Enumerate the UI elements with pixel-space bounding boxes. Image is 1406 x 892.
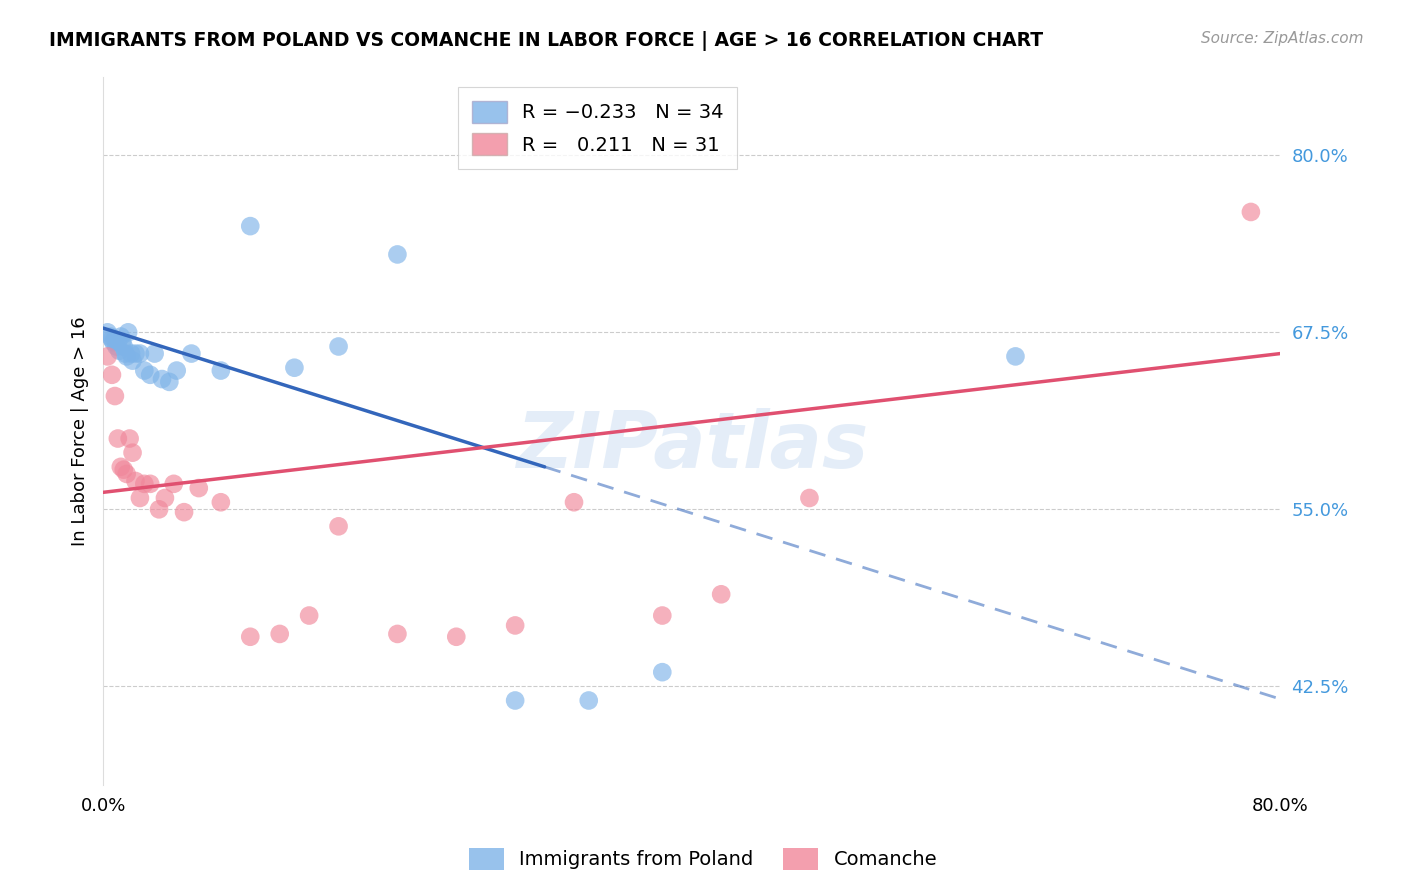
Point [96, 326, 118, 340]
Point [143, 346, 166, 360]
Point [112, 463, 135, 477]
Point [121, 445, 143, 459]
Text: IMMIGRANTS FROM POLAND VS COMANCHE IN LABOR FORCE | AGE > 16 CORRELATION CHART: IMMIGRANTS FROM POLAND VS COMANCHE IN LA… [49, 31, 1043, 51]
Point [269, 627, 291, 641]
Point [150, 372, 173, 386]
Point [148, 502, 170, 516]
Point [166, 363, 188, 377]
Point [387, 627, 409, 641]
Text: Source: ZipAtlas.com: Source: ZipAtlas.com [1201, 31, 1364, 46]
Point [107, 335, 129, 350]
Point [239, 219, 262, 233]
Point [115, 467, 138, 481]
Point [111, 335, 134, 350]
Point [799, 491, 821, 505]
Point [124, 474, 146, 488]
Point [153, 491, 176, 505]
Point [446, 630, 468, 644]
Point [139, 476, 162, 491]
Y-axis label: In Labor Force | Age > 16: In Labor Force | Age > 16 [72, 317, 89, 546]
Point [283, 360, 305, 375]
Point [96, 350, 118, 364]
Point [134, 476, 156, 491]
Point [121, 353, 143, 368]
Point [118, 432, 141, 446]
Text: ZIPatlas: ZIPatlas [516, 408, 868, 483]
Point [134, 363, 156, 377]
Point [107, 432, 129, 446]
Point [209, 495, 232, 509]
Point [298, 608, 321, 623]
Point [1240, 205, 1263, 219]
Point [562, 495, 585, 509]
Point [651, 608, 673, 623]
Point [112, 339, 135, 353]
Point [117, 326, 139, 340]
Point [108, 343, 131, 358]
Point [163, 476, 186, 491]
Point [651, 665, 673, 680]
Point [157, 375, 180, 389]
Point [120, 346, 142, 360]
Point [578, 693, 600, 707]
Point [114, 346, 136, 360]
Legend: R = −0.233   N = 34, R =   0.211   N = 31: R = −0.233 N = 34, R = 0.211 N = 31 [458, 87, 737, 169]
Point [1004, 350, 1026, 364]
Legend: Immigrants from Poland, Comanche: Immigrants from Poland, Comanche [461, 839, 945, 878]
Point [104, 389, 127, 403]
Point [503, 618, 526, 632]
Point [710, 587, 733, 601]
Point [387, 247, 409, 261]
Point [239, 630, 262, 644]
Point [209, 363, 232, 377]
Point [180, 346, 202, 360]
Point [104, 332, 127, 346]
Point [129, 346, 152, 360]
Point [103, 335, 125, 350]
Point [124, 346, 146, 360]
Point [101, 332, 124, 346]
Point [115, 350, 138, 364]
Point [328, 339, 350, 353]
Point [328, 519, 350, 533]
Point [129, 491, 152, 505]
Point [100, 329, 122, 343]
Point [110, 329, 132, 343]
Point [139, 368, 162, 382]
Point [187, 481, 209, 495]
Point [173, 505, 195, 519]
Point [503, 693, 526, 707]
Point [101, 368, 124, 382]
Point [105, 339, 128, 353]
Point [110, 459, 132, 474]
